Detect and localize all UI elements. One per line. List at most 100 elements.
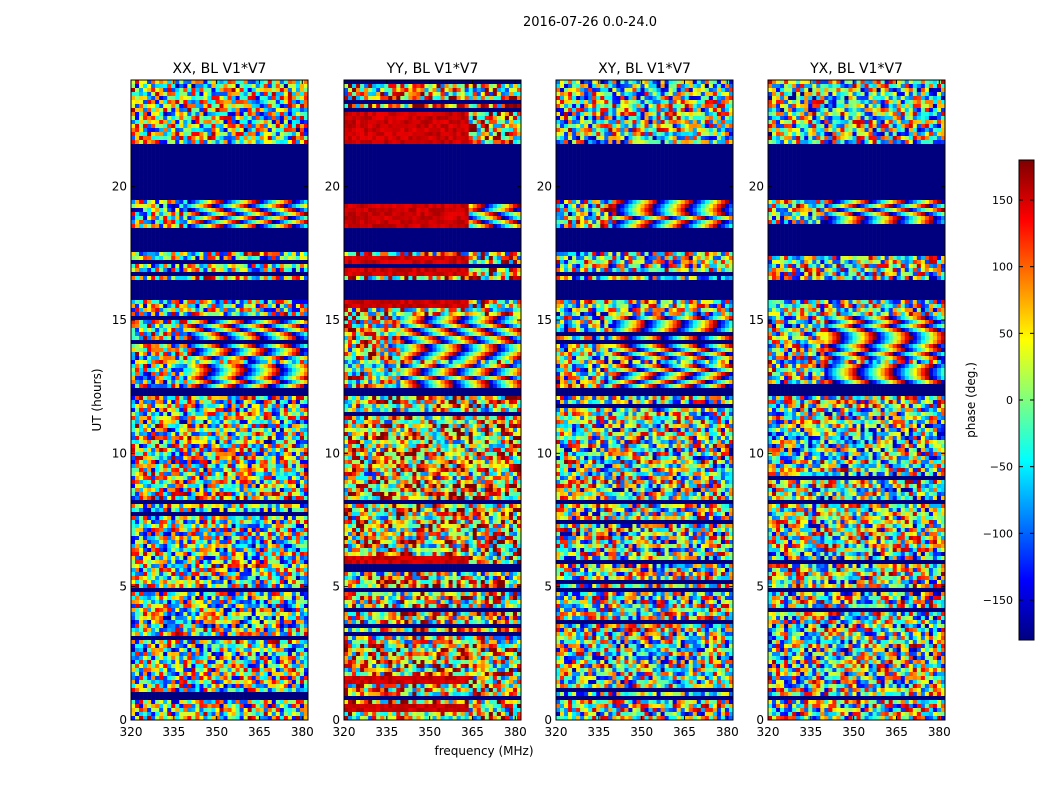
phase-cell bbox=[231, 432, 236, 437]
phase-cell bbox=[287, 160, 293, 165]
phase-cell bbox=[135, 448, 140, 453]
phase-cell bbox=[223, 336, 228, 341]
phase-cell bbox=[227, 524, 232, 529]
phase-cell bbox=[283, 224, 289, 229]
phase-cell bbox=[219, 164, 224, 169]
phase-cell bbox=[203, 80, 208, 85]
phase-cell bbox=[175, 456, 180, 461]
phase-cell bbox=[219, 412, 224, 417]
phase-cell bbox=[299, 88, 305, 93]
phase-cell bbox=[159, 80, 164, 85]
phase-cell bbox=[255, 300, 261, 305]
phase-cell bbox=[247, 292, 252, 297]
phase-cell bbox=[179, 120, 184, 125]
phase-cell bbox=[143, 392, 148, 397]
phase-cell bbox=[267, 316, 273, 321]
phase-cell bbox=[287, 336, 293, 341]
phase-cell bbox=[207, 252, 212, 257]
phase-cell bbox=[211, 372, 216, 377]
phase-cell bbox=[139, 252, 144, 257]
phase-cell bbox=[247, 360, 252, 365]
phase-cell bbox=[163, 236, 168, 241]
phase-cell bbox=[155, 200, 160, 205]
phase-cell bbox=[131, 316, 136, 321]
phase-cell bbox=[255, 136, 261, 141]
phase-cell bbox=[255, 276, 261, 281]
phase-cell bbox=[303, 204, 309, 209]
phase-cell bbox=[227, 256, 232, 261]
phase-cell bbox=[187, 400, 192, 405]
phase-cell bbox=[291, 264, 297, 269]
phase-cell bbox=[187, 516, 192, 521]
phase-cell bbox=[163, 348, 168, 353]
phase-cell bbox=[175, 256, 180, 261]
phase-cell bbox=[203, 308, 208, 313]
phase-cell bbox=[287, 516, 293, 521]
phase-cell bbox=[263, 96, 269, 101]
phase-cell bbox=[235, 336, 240, 341]
phase-cell bbox=[215, 472, 220, 477]
phase-cell bbox=[151, 240, 156, 245]
phase-cell bbox=[143, 208, 148, 213]
phase-cell bbox=[275, 276, 281, 281]
phase-cell bbox=[175, 524, 180, 529]
phase-cell bbox=[135, 176, 140, 181]
phase-cell bbox=[275, 300, 281, 305]
phase-cell bbox=[235, 436, 240, 441]
phase-cell bbox=[155, 360, 160, 365]
phase-cell bbox=[227, 156, 232, 161]
phase-cell bbox=[179, 296, 184, 301]
phase-cell bbox=[251, 296, 256, 301]
phase-cell bbox=[183, 272, 188, 277]
phase-cell bbox=[275, 520, 281, 525]
phase-cell bbox=[243, 328, 248, 333]
phase-cell bbox=[147, 224, 152, 229]
phase-cell bbox=[187, 460, 192, 465]
phase-cell bbox=[267, 468, 273, 473]
phase-cell bbox=[175, 464, 180, 469]
phase-cell bbox=[155, 492, 160, 497]
phase-cell bbox=[207, 128, 212, 133]
phase-cell bbox=[147, 452, 152, 457]
phase-cell bbox=[207, 412, 212, 417]
phase-cell bbox=[283, 524, 289, 529]
phase-cell bbox=[267, 444, 273, 449]
phase-cell bbox=[135, 420, 140, 425]
phase-cell bbox=[275, 456, 281, 461]
phase-cell bbox=[231, 264, 236, 269]
phase-cell bbox=[259, 344, 265, 349]
phase-cell bbox=[167, 476, 172, 481]
phase-cell bbox=[235, 84, 240, 89]
phase-cell bbox=[215, 300, 220, 305]
phase-cell bbox=[231, 220, 236, 225]
phase-cell bbox=[223, 324, 228, 329]
phase-cell bbox=[187, 344, 192, 349]
phase-cell bbox=[183, 408, 188, 413]
phase-cell bbox=[263, 196, 269, 201]
phase-cell bbox=[295, 388, 301, 393]
phase-cell bbox=[251, 256, 256, 261]
phase-cell bbox=[279, 492, 285, 497]
phase-cell bbox=[139, 288, 144, 293]
phase-cell bbox=[251, 112, 256, 117]
phase-cell bbox=[163, 212, 168, 217]
phase-cell bbox=[247, 172, 252, 177]
phase-cell bbox=[295, 268, 301, 273]
phase-cell bbox=[139, 344, 144, 349]
phase-cell bbox=[159, 340, 164, 345]
phase-cell bbox=[227, 284, 232, 289]
phase-cell bbox=[191, 184, 196, 189]
phase-cell bbox=[271, 320, 277, 325]
phase-cell bbox=[215, 200, 220, 205]
phase-cell bbox=[227, 488, 232, 493]
phase-cell bbox=[283, 480, 289, 485]
phase-cell bbox=[175, 408, 180, 413]
phase-cell bbox=[275, 272, 281, 277]
phase-cell bbox=[287, 416, 293, 421]
phase-cell bbox=[287, 244, 293, 249]
phase-cell bbox=[175, 232, 180, 237]
phase-cell bbox=[179, 492, 184, 497]
phase-cell bbox=[207, 132, 212, 137]
phase-cell bbox=[251, 224, 256, 229]
phase-cell bbox=[235, 480, 240, 485]
